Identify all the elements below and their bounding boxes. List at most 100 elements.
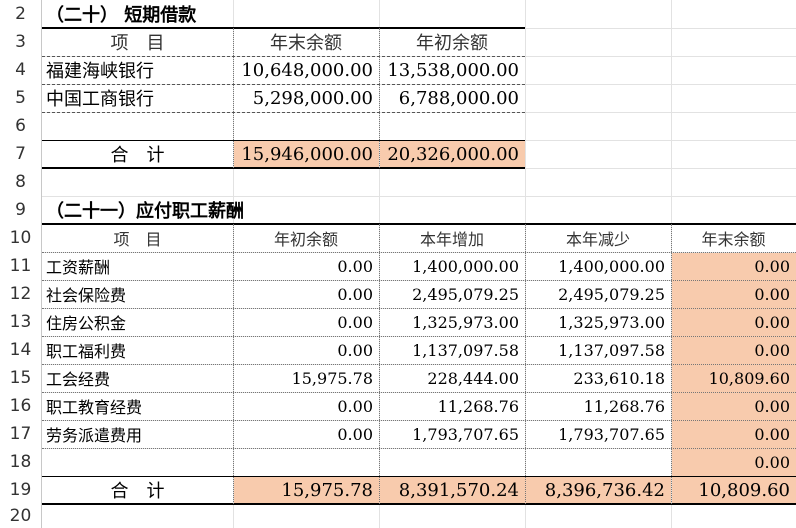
- item-cell[interactable]: 劳务派遣费用: [46, 426, 143, 445]
- amount-cell[interactable]: 1,325,973.00: [558, 312, 665, 332]
- table-border: [42, 27, 525, 29]
- amount-cell[interactable]: 1,793,707.65: [558, 424, 665, 444]
- amount-cell[interactable]: 1,400,000.00: [412, 256, 519, 276]
- column-header[interactable]: 本年增加: [419, 230, 484, 249]
- column-header[interactable]: 年末余额: [701, 230, 766, 249]
- amount-cell[interactable]: 10,809.60: [708, 368, 790, 388]
- section-title: （二十） 短期借款: [46, 5, 197, 26]
- row-header[interactable]: 18: [0, 448, 42, 476]
- highlight-cell: [380, 141, 525, 168]
- amount-cell[interactable]: 0.00: [337, 256, 373, 276]
- amount-cell[interactable]: 0.00: [754, 396, 790, 416]
- amount-cell[interactable]: 6,788,000.00: [398, 87, 519, 109]
- amount-cell[interactable]: [379, 448, 525, 476]
- amount-cell[interactable]: [233, 112, 379, 140]
- amount-cell[interactable]: 0.00: [337, 424, 373, 444]
- highlight-cell: [234, 141, 379, 168]
- amount-cell[interactable]: 0.00: [754, 452, 790, 472]
- amount-cell[interactable]: 15,975.78: [291, 368, 373, 388]
- total-amount[interactable]: 8,391,570.24: [398, 479, 519, 501]
- amount-cell[interactable]: 1,793,707.65: [412, 424, 519, 444]
- amount-cell[interactable]: 0.00: [337, 340, 373, 360]
- table-border: [42, 420, 796, 421]
- item-cell[interactable]: 职工福利费: [46, 342, 127, 361]
- table-border: [42, 280, 796, 281]
- amount-cell[interactable]: 11,268.76: [583, 396, 665, 416]
- total-amount[interactable]: 8,396,736.42: [544, 479, 665, 501]
- row-header[interactable]: 19: [0, 476, 42, 504]
- amount-cell[interactable]: 1,137,097.58: [412, 340, 519, 360]
- amount-cell[interactable]: 2,495,079.25: [412, 284, 519, 304]
- item-cell[interactable]: 社会保险费: [46, 286, 127, 305]
- column-header[interactable]: 年初余额: [416, 33, 488, 54]
- amount-cell[interactable]: 0.00: [754, 424, 790, 444]
- item-cell[interactable]: 中国工商银行: [46, 89, 154, 110]
- amount-cell[interactable]: 0.00: [754, 340, 790, 360]
- row-header[interactable]: 12: [0, 280, 42, 308]
- amount-cell[interactable]: 11,268.76: [437, 396, 519, 416]
- total-label[interactable]: 合 计: [110, 145, 165, 166]
- amount-cell[interactable]: 13,538,000.00: [387, 59, 519, 81]
- column-header[interactable]: 本年减少: [565, 230, 630, 249]
- column-header[interactable]: 项 目: [113, 230, 162, 249]
- row-header[interactable]: 7: [0, 140, 42, 168]
- total-amount[interactable]: 15,946,000.00: [241, 143, 373, 165]
- amount-cell[interactable]: 0.00: [754, 284, 790, 304]
- amount-cell[interactable]: 2,495,079.25: [558, 284, 665, 304]
- total-label[interactable]: 合 计: [110, 481, 165, 502]
- amount-cell[interactable]: 5,298,000.00: [252, 87, 373, 109]
- amount-cell[interactable]: 233,610.18: [573, 368, 665, 388]
- item-cell[interactable]: 工会经费: [46, 370, 111, 389]
- amount-cell[interactable]: 1,325,973.00: [412, 312, 519, 332]
- row-header[interactable]: 4: [0, 56, 42, 84]
- amount-cell[interactable]: 0.00: [754, 312, 790, 332]
- amount-cell[interactable]: [525, 448, 671, 476]
- column-header[interactable]: 年末余额: [270, 33, 342, 54]
- item-cell[interactable]: 福建海峡银行: [46, 61, 154, 82]
- amount-cell[interactable]: 1,400,000.00: [558, 256, 665, 276]
- table-border: [42, 223, 796, 225]
- row-header[interactable]: 8: [0, 168, 42, 196]
- total-amount[interactable]: 20,326,000.00: [387, 143, 519, 165]
- table-border: [42, 112, 525, 113]
- amount-cell[interactable]: [233, 448, 379, 476]
- column-header[interactable]: 年初余额: [273, 230, 338, 249]
- row-header[interactable]: 9: [0, 196, 42, 224]
- amount-cell[interactable]: 0.00: [337, 284, 373, 304]
- amount-cell[interactable]: [379, 112, 525, 140]
- row-header[interactable]: 10: [0, 224, 42, 252]
- column-header[interactable]: 项 目: [110, 33, 165, 54]
- total-amount[interactable]: 10,809.60: [698, 479, 790, 501]
- item-cell[interactable]: [42, 448, 233, 476]
- amount-cell[interactable]: 0.00: [337, 312, 373, 332]
- row-header[interactable]: 5: [0, 84, 42, 112]
- item-cell[interactable]: 住房公积金: [46, 314, 127, 333]
- row-header[interactable]: 17: [0, 420, 42, 448]
- row-header[interactable]: 2: [0, 0, 42, 28]
- row-header[interactable]: 3: [0, 28, 42, 56]
- item-cell[interactable]: [42, 112, 233, 140]
- section-title: （二十一）应付职工薪酬: [46, 201, 244, 222]
- table-border: [42, 84, 525, 85]
- amount-cell[interactable]: 1,137,097.58: [558, 340, 665, 360]
- row-header[interactable]: 15: [0, 364, 42, 392]
- row-header[interactable]: 13: [0, 308, 42, 336]
- row-header[interactable]: 14: [0, 336, 42, 364]
- amount-cell[interactable]: 10,648,000.00: [241, 59, 373, 81]
- amount-cell[interactable]: 0.00: [337, 396, 373, 416]
- highlight-cell: [672, 477, 796, 504]
- amount-cell[interactable]: 228,444.00: [427, 368, 519, 388]
- table-border: [379, 224, 380, 504]
- table-border: [671, 224, 672, 504]
- row-header[interactable]: 6: [0, 112, 42, 140]
- total-amount[interactable]: 15,975.78: [281, 479, 373, 501]
- table-border: [42, 476, 796, 477]
- amount-cell[interactable]: 0.00: [754, 256, 790, 276]
- row-header[interactable]: 16: [0, 392, 42, 420]
- item-cell[interactable]: 职工教育经费: [46, 398, 143, 417]
- item-cell[interactable]: 工资薪酬: [46, 258, 111, 277]
- row-header[interactable]: 20: [0, 504, 42, 528]
- row-header[interactable]: 11: [0, 252, 42, 280]
- table-border: [42, 392, 796, 393]
